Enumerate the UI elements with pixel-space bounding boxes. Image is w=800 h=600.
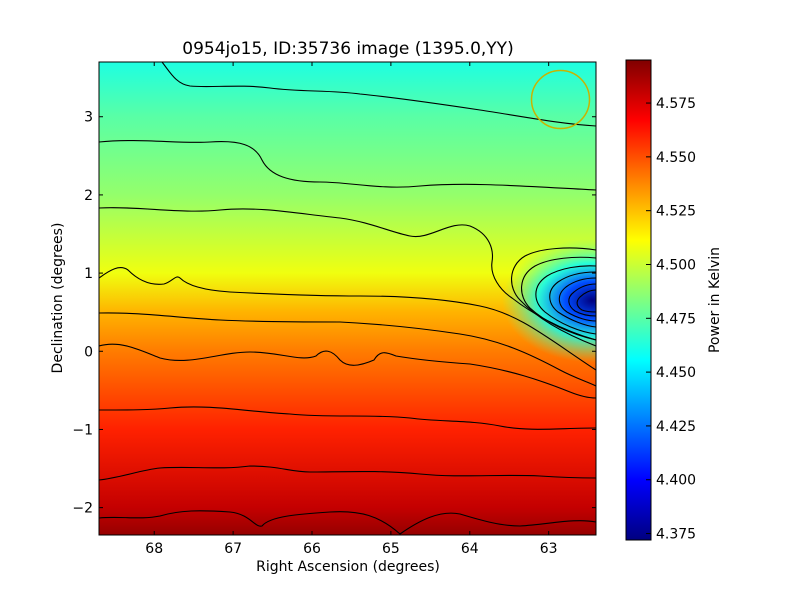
x-axis-ticks: 68 67 66 65 64 63 [145, 62, 558, 557]
x-tick-label: 67 [224, 541, 242, 557]
colorbar-tick-label: 4.500 [656, 257, 696, 273]
y-tick-label: 2 [84, 188, 93, 204]
y-axis-ticks: −2 −1 0 1 2 3 [72, 110, 596, 517]
y-tick-label: 1 [84, 266, 93, 282]
contour-line [99, 465, 596, 481]
x-tick-label: 63 [540, 541, 558, 557]
x-tick-label: 64 [461, 541, 479, 557]
colorbar-tick-label: 4.525 [656, 204, 696, 220]
contour-line [549, 271, 596, 328]
contour-line [558, 277, 596, 322]
heatmap-image [99, 62, 596, 535]
contour-line [576, 289, 596, 313]
contour-line [568, 283, 596, 317]
colorbar-tick-label: 4.400 [656, 473, 696, 489]
colorbar-gradient [625, 59, 652, 541]
colorbar-tick-label: 4.375 [656, 527, 696, 543]
heatmap-minimum [502, 238, 596, 363]
plot-frame [98, 61, 597, 536]
contour-line [521, 256, 596, 341]
x-tick-label: 68 [145, 541, 163, 557]
contour-line [161, 62, 596, 127]
y-tick-label: 0 [84, 344, 93, 360]
y-tick-label: −1 [72, 422, 93, 438]
contour-line [99, 312, 596, 387]
contour-line [511, 247, 596, 347]
y-tick-label: −2 [72, 501, 93, 517]
x-tick-label: 65 [382, 541, 400, 557]
contour-line [99, 207, 596, 341]
beam-circle [530, 69, 591, 130]
colorbar-tick-label: 4.450 [656, 365, 696, 381]
colorbar-tick-label: 4.475 [656, 311, 696, 327]
contour-line [99, 140, 596, 191]
x-axis-label: Right Ascension (degrees) [256, 559, 440, 575]
y-tick-label: 3 [84, 110, 93, 126]
contour-line [99, 267, 596, 371]
y-axis-label: Declination (degrees) [50, 223, 66, 374]
colorbar-tick-label: 4.550 [656, 150, 696, 166]
contour-line [535, 265, 596, 335]
contour-lines [99, 62, 596, 535]
chart-title: 0954jo15, ID:35736 image (1395.0,YY) [182, 39, 513, 59]
plot-area: 68 67 66 65 64 63 −2 −1 0 1 2 3 [72, 61, 597, 557]
colorbar: 4.375 4.400 4.425 4.450 4.475 4.500 4.525 4.550… [625, 59, 696, 543]
contour-line [99, 510, 596, 535]
colorbar-label: Power in Kelvin [707, 247, 723, 353]
colorbar-ticks: 4.375 4.400 4.425 4.450 4.475 4.500 4.525 4.550… [646, 96, 696, 543]
contour-line [99, 343, 596, 399]
x-tick-label: 66 [303, 541, 321, 557]
colorbar-tick-label: 4.425 [656, 419, 696, 435]
contour-line [99, 406, 596, 430]
colorbar-tick-label: 4.575 [656, 96, 696, 112]
